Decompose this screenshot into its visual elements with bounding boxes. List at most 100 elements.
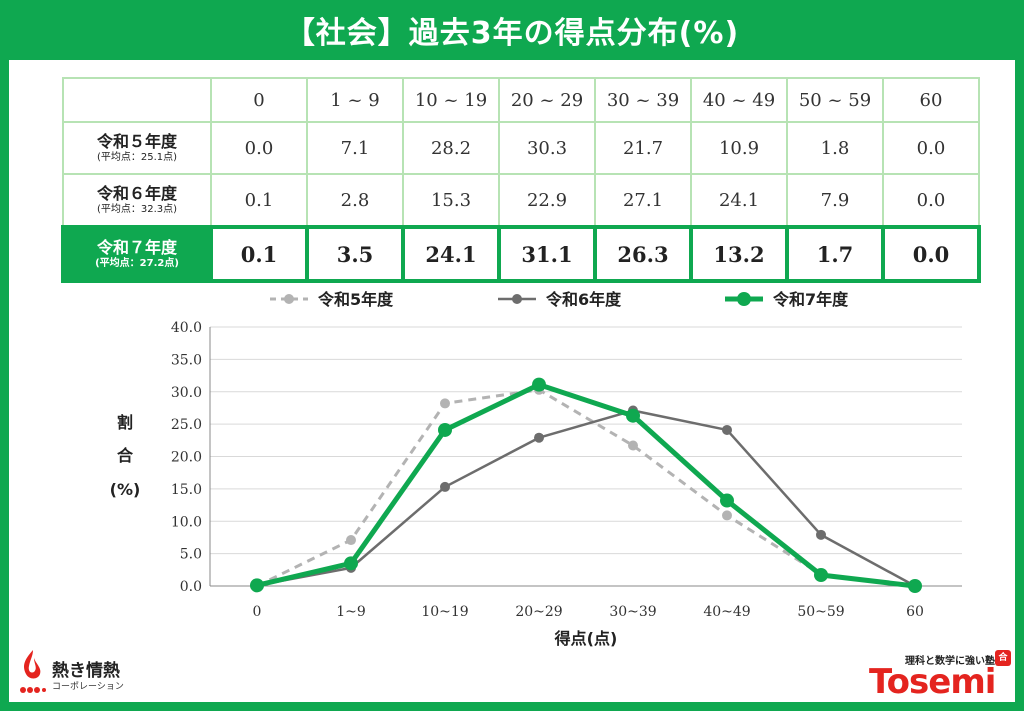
data-point: [722, 424, 732, 435]
x-axis-label: 得点(点): [554, 629, 618, 648]
table-header-row: 0 1 ~ 9 10 ~ 19 20 ~ 29 30 ~ 39 40 ~ 49 …: [62, 77, 980, 123]
x-tick-label: 50~59: [797, 604, 844, 620]
table-cell: 30.3: [498, 121, 596, 175]
row-label: 令和６年度: [96, 184, 177, 203]
table-cell: 0.0: [210, 121, 308, 175]
y-tick-label: 35.0: [171, 352, 202, 368]
table-cell: 0.0: [882, 225, 981, 283]
row-average: (平均点：25.1点): [96, 152, 178, 163]
table-cell: 1.7: [786, 225, 885, 283]
table-cell: 1.8: [786, 121, 884, 175]
data-point: [628, 440, 638, 451]
brand-tagline: 理科と数学に強い塾: [905, 656, 995, 667]
data-point: [720, 493, 734, 508]
table-cell: 24.1: [690, 173, 788, 228]
brand-logo-left: 熱き情熱 コーポレーション: [20, 648, 140, 698]
table-cell: 7.1: [306, 121, 404, 175]
data-point: [626, 408, 640, 423]
table-cell: 3.5: [306, 225, 405, 283]
row-average: (平均点：27.2点): [95, 258, 179, 269]
col-header: 20 ~ 29: [498, 77, 596, 123]
legend-label-3: 令和7年度: [772, 290, 849, 309]
table-cell: 22.9: [498, 173, 596, 228]
y-tick-label: 25.0: [171, 417, 202, 433]
seal-badge: 合格: [995, 650, 1011, 679]
x-tick-label: 30~39: [609, 604, 656, 620]
legend-marker: [512, 294, 522, 304]
x-tick-label: 60: [906, 604, 924, 620]
y-tick-label: 15.0: [171, 482, 202, 498]
table-cell: 31.1: [498, 225, 597, 283]
col-header: 30 ~ 39: [594, 77, 692, 123]
data-point: [534, 432, 544, 443]
table-cell: 2.8: [306, 173, 404, 228]
data-point: [344, 556, 358, 571]
data-point: [346, 535, 356, 546]
row-header-r7: 令和７年度 (平均点：27.2点): [61, 225, 213, 283]
y-tick-label: 5.0: [180, 547, 202, 563]
row-label: 令和７年度: [96, 238, 177, 257]
col-header: 40 ~ 49: [690, 77, 788, 123]
col-header: 10 ~ 19: [402, 77, 500, 123]
data-point: [908, 579, 922, 593]
y-tick-label: 40.0: [171, 320, 202, 336]
table-cell: 26.3: [594, 225, 693, 283]
flame-icon: [20, 650, 46, 693]
table-cell: 13.2: [690, 225, 789, 283]
data-point: [532, 377, 546, 392]
y-tick-label: 30.0: [171, 385, 202, 401]
y-axis-label: 割: [117, 413, 133, 432]
x-tick-label: 1~9: [336, 604, 366, 620]
table-cell: 10.9: [690, 121, 788, 175]
x-tick-label: 0: [253, 604, 262, 620]
series-line-2: [256, 409, 916, 588]
legend-marker: [284, 294, 294, 304]
row-label: 令和５年度: [96, 132, 177, 151]
data-point: [816, 529, 826, 540]
y-axis-label: (%): [110, 480, 141, 499]
table-cell: 24.1: [402, 225, 501, 283]
brand-logo-right: 理科と数学に強い塾 合格 Tosemi: [855, 650, 1015, 702]
table-cell: 0.1: [210, 173, 308, 228]
x-tick-label: 20~29: [515, 604, 562, 620]
data-point: [440, 398, 450, 409]
col-header: 60: [882, 77, 980, 123]
brand-name: 熱き情熱: [52, 661, 120, 681]
row-header-r5: 令和５年度 (平均点：25.1点): [62, 121, 212, 175]
legend-marker: [737, 292, 751, 306]
col-header: 1 ~ 9: [306, 77, 404, 123]
page-title: 【社会】過去3年の得点分布(%): [284, 16, 740, 51]
table-cell: 7.9: [786, 173, 884, 228]
table-cell: 27.1: [594, 173, 692, 228]
y-axis-label: 合: [117, 446, 134, 465]
title-bar: 【社会】過去3年の得点分布(%): [0, 0, 1024, 60]
legend-label-2: 令和6年度: [545, 290, 622, 309]
data-point: [440, 481, 450, 492]
row-average: (平均点：32.3点): [96, 204, 178, 215]
table-cell: 28.2: [402, 121, 500, 175]
row-header-r6: 令和６年度 (平均点：32.3点): [62, 173, 212, 228]
table-row: 令和６年度 (平均点：32.3点) 0.1 2.8 15.3 22.9 27.1…: [62, 173, 980, 228]
y-tick-label: 0.0: [180, 579, 202, 595]
table-cell: 0.0: [882, 121, 980, 175]
data-point: [814, 567, 828, 582]
table-cell: 15.3: [402, 173, 500, 228]
table-corner-cell: [62, 77, 212, 123]
brand-subname: コーポレーション: [52, 682, 124, 692]
col-header: 50 ~ 59: [786, 77, 884, 123]
table-row: 令和５年度 (平均点：25.1点) 0.0 7.1 28.2 30.3 21.7…: [62, 121, 980, 175]
table-cell: 0.1: [210, 225, 309, 283]
series-line-3: [256, 382, 916, 589]
table-cell: 21.7: [594, 121, 692, 175]
data-point: [722, 510, 732, 521]
y-tick-label: 10.0: [171, 514, 202, 530]
x-tick-label: 40~49: [703, 604, 750, 620]
table-cell: 0.0: [882, 173, 980, 228]
distribution-table: 0 1 ~ 9 10 ~ 19 20 ~ 29 30 ~ 39 40 ~ 49 …: [61, 77, 981, 283]
x-tick-label: 10~19: [421, 604, 468, 620]
y-tick-label: 20.0: [171, 450, 202, 466]
legend-label-1: 令和5年度: [317, 290, 394, 309]
data-point: [438, 422, 452, 437]
